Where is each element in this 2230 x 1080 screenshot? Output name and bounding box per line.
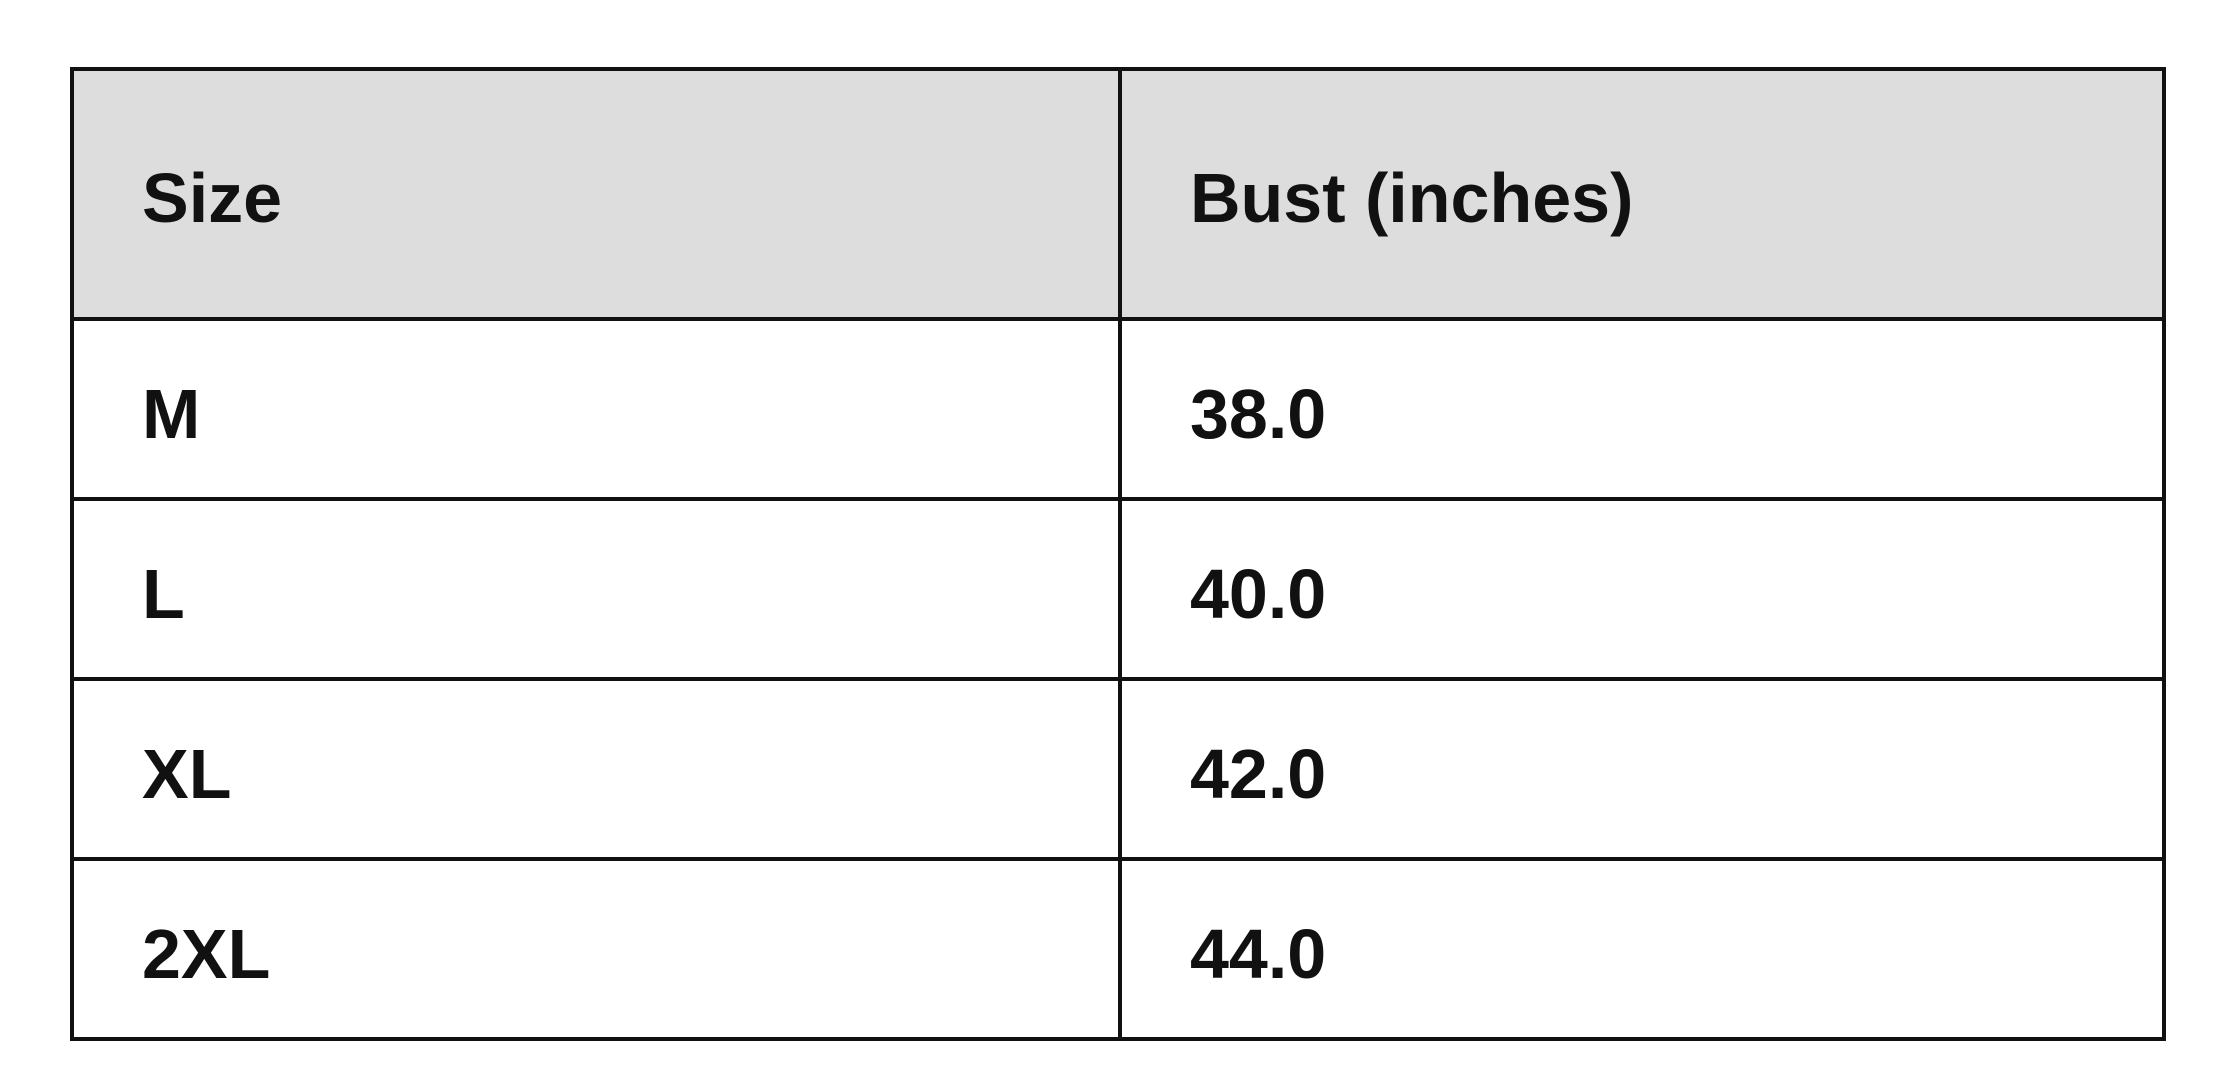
header-row: Size Bust (inches): [70, 67, 2166, 321]
bust-cell: 42.0: [1118, 677, 2166, 861]
table-row: 2XL 44.0: [70, 857, 2166, 1041]
size-cell: XL: [70, 677, 1122, 861]
size-cell: 2XL: [70, 857, 1122, 1041]
table-row: M 38.0: [70, 317, 2166, 501]
header-bust: Bust (inches): [1118, 67, 2166, 321]
size-cell: M: [70, 317, 1122, 501]
table-row: XL 42.0: [70, 677, 2166, 861]
bust-cell: 38.0: [1118, 317, 2166, 501]
size-chart-table: Size Bust (inches) M 38.0 L 40.0 XL 42.0…: [70, 67, 2166, 1041]
table-row: L 40.0: [70, 497, 2166, 681]
bust-cell: 44.0: [1118, 857, 2166, 1041]
header-size: Size: [70, 67, 1122, 321]
size-cell: L: [70, 497, 1122, 681]
bust-cell: 40.0: [1118, 497, 2166, 681]
